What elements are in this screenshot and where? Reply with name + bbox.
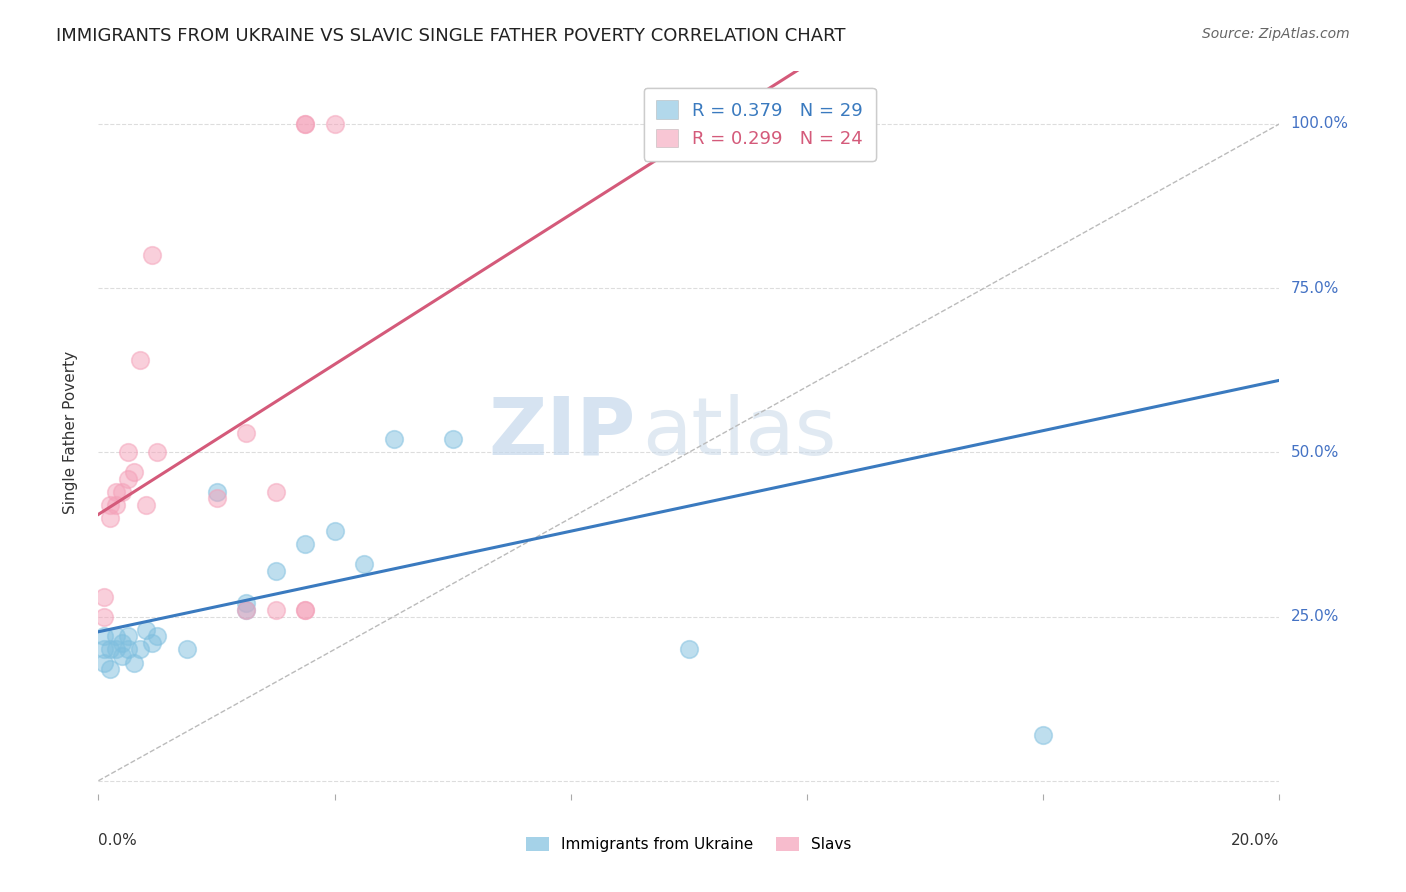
Point: [235, 603, 257, 617]
Point: [855, 117, 877, 131]
Point: [105, 642, 128, 657]
Point: [135, 623, 157, 637]
Point: [235, 596, 257, 610]
Text: 25.0%: 25.0%: [1291, 609, 1339, 624]
Point: [117, 445, 139, 459]
Text: atlas: atlas: [641, 393, 837, 472]
Point: [264, 603, 287, 617]
Point: [146, 629, 169, 643]
Text: 75.0%: 75.0%: [1291, 281, 1339, 295]
Point: [105, 629, 128, 643]
Point: [117, 472, 139, 486]
Point: [135, 498, 157, 512]
Y-axis label: Single Father Poverty: Single Father Poverty: [63, 351, 77, 514]
Point: [93, 609, 115, 624]
Point: [122, 656, 145, 670]
Point: [382, 432, 405, 446]
Point: [93, 629, 115, 643]
Point: [111, 484, 134, 499]
Point: [128, 353, 150, 368]
Point: [235, 603, 257, 617]
Text: 20.0%: 20.0%: [1232, 833, 1279, 847]
Point: [111, 648, 134, 663]
Point: [294, 603, 316, 617]
Point: [117, 629, 139, 643]
Point: [294, 117, 316, 131]
Point: [353, 557, 375, 571]
Point: [105, 498, 128, 512]
Point: [98, 662, 121, 676]
Point: [93, 642, 115, 657]
Point: [294, 537, 316, 551]
Point: [323, 117, 346, 131]
Point: [98, 511, 121, 525]
Text: IMMIGRANTS FROM UKRAINE VS SLAVIC SINGLE FATHER POVERTY CORRELATION CHART: IMMIGRANTS FROM UKRAINE VS SLAVIC SINGLE…: [56, 27, 846, 45]
Point: [122, 465, 145, 479]
Point: [128, 642, 150, 657]
Text: 50.0%: 50.0%: [1291, 445, 1339, 459]
Point: [176, 642, 198, 657]
Point: [205, 491, 228, 506]
Point: [141, 636, 163, 650]
Point: [93, 590, 115, 604]
Legend: R = 0.379   N = 29, R = 0.299   N = 24: R = 0.379 N = 29, R = 0.299 N = 24: [644, 87, 876, 161]
Point: [141, 248, 163, 262]
Point: [105, 484, 128, 499]
Point: [441, 432, 464, 446]
Point: [264, 564, 287, 578]
Point: [111, 636, 134, 650]
Point: [294, 603, 316, 617]
Text: ZIP: ZIP: [488, 393, 636, 472]
Point: [1032, 728, 1054, 742]
Point: [264, 484, 287, 499]
Point: [323, 524, 346, 538]
Point: [294, 117, 316, 131]
Text: 0.0%: 0.0%: [98, 833, 138, 847]
Point: [98, 498, 121, 512]
Point: [98, 642, 121, 657]
Point: [205, 484, 228, 499]
Point: [93, 656, 115, 670]
Text: 100.0%: 100.0%: [1291, 117, 1348, 131]
Point: [117, 642, 139, 657]
Point: [235, 425, 257, 440]
Point: [146, 445, 169, 459]
Text: Source: ZipAtlas.com: Source: ZipAtlas.com: [1202, 27, 1350, 41]
Point: [678, 642, 700, 657]
